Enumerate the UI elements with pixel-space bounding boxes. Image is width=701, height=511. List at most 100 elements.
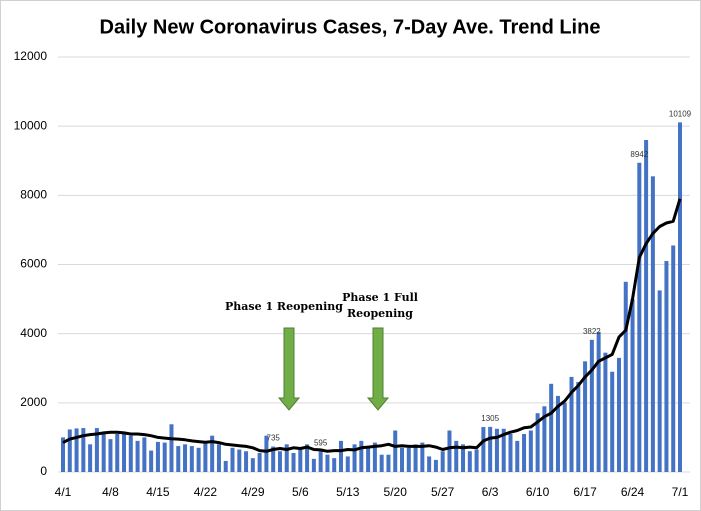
bar [515, 440, 520, 472]
bar [576, 382, 581, 472]
bar [305, 444, 310, 472]
data-label: 10109 [669, 110, 692, 119]
x-tick-label: 6/3 [482, 485, 499, 499]
bar [501, 428, 506, 472]
bar [257, 452, 262, 472]
bar [488, 426, 493, 472]
bar [81, 428, 86, 472]
bar [203, 442, 208, 472]
bar [678, 122, 682, 472]
bar [318, 451, 323, 472]
chart-title: Daily New Coronavirus Cases, 7-Day Ave. … [100, 16, 601, 38]
arrow [277, 327, 301, 411]
y-tick-label: 2000 [20, 395, 47, 409]
bar [664, 261, 669, 472]
bar [427, 456, 432, 472]
bar [562, 402, 567, 472]
arrow [366, 327, 390, 411]
bar [596, 331, 601, 472]
y-tick-label: 4000 [20, 326, 47, 340]
bar [372, 442, 377, 472]
bar [115, 433, 120, 472]
bar [291, 452, 296, 472]
bar [210, 435, 215, 472]
bar [264, 435, 269, 472]
bar [332, 458, 337, 472]
trend-line [62, 198, 682, 453]
bar [616, 357, 621, 472]
bar [61, 437, 65, 472]
bar [359, 440, 364, 472]
bar [223, 460, 228, 472]
bar [535, 413, 540, 472]
bar [589, 339, 594, 472]
bar [366, 447, 371, 472]
bar [433, 459, 438, 472]
x-tick-label: 5/20 [384, 485, 408, 499]
x-tick-label: 6/24 [621, 485, 645, 499]
bar [461, 444, 466, 472]
bar [650, 176, 655, 472]
bar [481, 427, 486, 472]
bar [352, 444, 357, 472]
x-tick-label: 4/8 [102, 485, 119, 499]
x-tick-label: 5/27 [431, 485, 455, 499]
trend [62, 198, 682, 453]
y-tick-label: 0 [40, 464, 47, 478]
bar [400, 447, 405, 472]
bar [196, 447, 201, 472]
x-tick-label: 4/22 [194, 485, 218, 499]
bar [149, 450, 154, 472]
bar [420, 442, 425, 472]
bar [508, 433, 513, 472]
bar [311, 458, 316, 472]
bar [379, 454, 384, 472]
bar [549, 383, 554, 472]
x-tick-label: 7/1 [672, 485, 689, 499]
bar [135, 440, 140, 472]
bar [67, 429, 72, 472]
bar [522, 433, 527, 472]
bar [108, 439, 113, 472]
x-tick-label: 5/6 [292, 485, 309, 499]
bar [325, 454, 330, 472]
x-tick-label: 4/1 [55, 485, 72, 499]
bar [630, 299, 635, 472]
bar [671, 245, 676, 472]
bar [637, 162, 642, 472]
bar [94, 428, 99, 472]
bar [122, 433, 127, 472]
bar [542, 406, 547, 472]
bar [88, 444, 93, 472]
annotation: Phase 1 Reopening [225, 300, 343, 313]
bar [244, 451, 249, 472]
y-tick-label: 10000 [14, 118, 48, 132]
bar [338, 440, 343, 472]
data-label: 595 [314, 439, 328, 448]
bar [271, 446, 276, 472]
bar [406, 447, 411, 472]
bar [494, 428, 499, 472]
bar [189, 446, 194, 472]
x-tick-label: 5/13 [336, 485, 360, 499]
bar [467, 451, 472, 472]
data-label: 1305 [481, 414, 499, 423]
y-tick-label: 12000 [14, 49, 48, 63]
bar [74, 428, 79, 472]
bar [101, 432, 106, 472]
bar [250, 458, 255, 472]
bar [142, 437, 147, 472]
bar [528, 430, 533, 472]
bar [569, 376, 574, 472]
y-tick-label: 8000 [20, 188, 47, 202]
bar [176, 446, 181, 472]
bar [183, 444, 188, 472]
bars [61, 122, 682, 472]
bar [216, 444, 221, 472]
bar [583, 361, 588, 472]
data-label: 735 [267, 434, 281, 443]
bar [413, 444, 418, 472]
x-tick-label: 6/10 [526, 485, 550, 499]
bar [345, 456, 350, 472]
